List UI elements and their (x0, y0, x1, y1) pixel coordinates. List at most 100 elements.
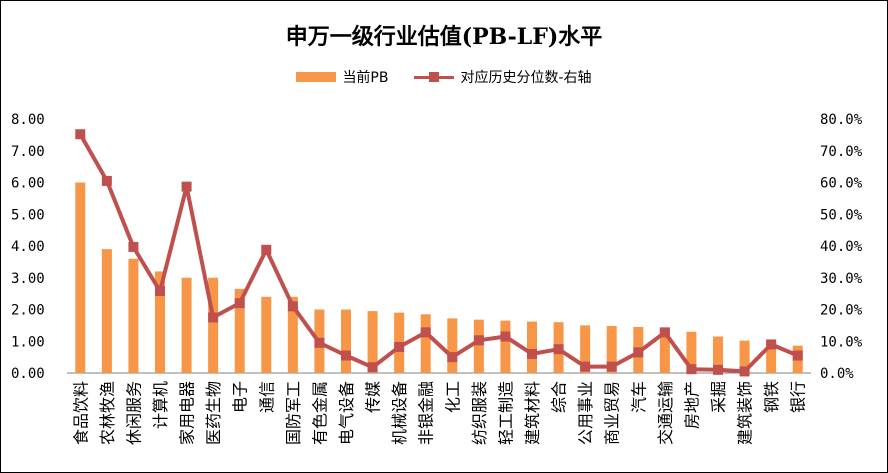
line-point-percentile (766, 339, 777, 350)
x-tick-label: 食品饮料 (71, 381, 90, 445)
y-right-tick-label: 80.0% (820, 112, 863, 128)
x-tick-label: 公用事业 (576, 381, 595, 445)
axes-group: 0.00 1.00 2.00 3.00 4.00 5.00 6.00 7.00 8.00 0.0%… (11, 112, 863, 382)
x-tick-label: 非银金融 (417, 381, 436, 445)
line-point-percentile (553, 344, 564, 355)
line-point-percentile (447, 352, 458, 363)
y-right-tick-label: 60.0% (820, 176, 863, 192)
y-right-tick-label: 50.0% (820, 207, 863, 223)
y-left-tick-label: 3.00 (11, 271, 45, 287)
bar-pb (341, 309, 351, 373)
x-tick-label: 农林牧渔 (98, 381, 117, 445)
x-tick-label: 综合 (550, 381, 569, 413)
line-point-percentile (713, 364, 723, 375)
legend-item-percentile: 对应历史分位数-右轴 (414, 67, 592, 87)
line-percentile (78, 133, 799, 374)
x-tick-label: 医药生物 (204, 381, 223, 445)
bar-pb (155, 271, 165, 373)
bars-group (75, 182, 803, 373)
x-tick-label: 国防军工 (284, 381, 303, 445)
bar-pb (420, 314, 431, 373)
y-left-tick-label: 5.00 (11, 207, 45, 223)
line-point-percentile (580, 361, 591, 372)
line-point-percentile (75, 129, 86, 140)
y-right-tick-label: 40.0% (820, 239, 863, 255)
x-tick-label: 休闲服务 (124, 381, 143, 445)
legend-swatch-line (414, 71, 455, 83)
legend-item-pb: 当前PB (296, 67, 388, 87)
bar-pb (606, 326, 617, 373)
legend-swatch-bar (296, 72, 337, 82)
bar-pb (500, 320, 511, 373)
bar-pb (234, 288, 245, 373)
bar-pb (287, 296, 298, 373)
bar-pb (128, 258, 139, 373)
bar-pb (473, 319, 484, 373)
x-tick-label: 轻工制造 (496, 381, 515, 445)
chart-title: 申万一级行业估值(PB-LF)水平 (285, 24, 603, 50)
line-point-percentile (261, 244, 272, 255)
line-point-percentile (500, 331, 511, 342)
x-tick-label: 通信 (257, 381, 276, 413)
x-tick-label: 家用电器 (178, 381, 197, 445)
line-group (75, 129, 803, 377)
bar-pb (261, 296, 272, 373)
y-right-tick-label: 10.0% (820, 334, 863, 350)
bar-pb (208, 277, 219, 373)
bar-pb (766, 341, 777, 373)
y-left-tick-label: 8.00 (11, 112, 45, 128)
line-point-percentile (527, 348, 537, 359)
bar-pb (447, 318, 458, 373)
bar-pb (527, 321, 537, 373)
line-point-percentile (155, 286, 165, 297)
bar-pb (181, 277, 192, 373)
x-labels-group: 食品饮料 农林牧渔 休闲服务 计算机 家用电器 医药生物 电子 通信 国防军工 有色金属 电气设备传… (71, 381, 807, 445)
x-tick-label: 机械设备 (390, 381, 409, 445)
y-right-tick-label: 70.0% (820, 144, 863, 160)
y-right-tick-label: 30.0% (820, 271, 863, 287)
x-tick-label: 电子 (231, 381, 250, 413)
line-point-percentile (686, 364, 697, 375)
line-point-percentile (792, 350, 803, 361)
line-point-percentile (659, 327, 670, 338)
x-tick-label: 商业贸易 (603, 381, 622, 445)
bar-pb (101, 249, 112, 373)
chart-legend: 当前PB 对应历史分位数-右轴 (1, 67, 887, 87)
line-point-percentile (234, 298, 245, 309)
line-point-percentile (128, 241, 139, 252)
bar-pb (739, 340, 750, 373)
bar-pb (686, 331, 697, 373)
x-tick-label: 传媒 (364, 381, 383, 413)
line-point-percentile (473, 335, 484, 346)
x-tick-label: 建筑装饰 (736, 381, 755, 445)
line-point-percentile (101, 175, 112, 186)
x-tick-label: 纺织服装 (470, 381, 489, 445)
x-tick-label: 采掘 (709, 381, 728, 413)
y-right-tick-label: 0.0% (820, 366, 854, 382)
x-tick-label: 有色金属 (310, 381, 329, 445)
x-tick-label: 电气设备 (337, 381, 356, 445)
bar-pb (367, 311, 378, 373)
line-point-percentile (287, 301, 298, 312)
y-left-tick-label: 2.00 (11, 303, 45, 319)
y-left-tick-label: 7.00 (11, 144, 45, 160)
x-tick-label: 计算机 (151, 381, 170, 429)
line-point-percentile (606, 361, 617, 372)
line-point-percentile (208, 312, 219, 323)
x-tick-label: 建筑材料 (523, 381, 542, 445)
bar-pb (713, 336, 723, 373)
bar-pb (659, 327, 670, 373)
legend-label-percentile: 对应历史分位数-右轴 (460, 70, 592, 86)
line-point-percentile (394, 341, 405, 352)
x-tick-label: 钢铁 (762, 381, 781, 413)
y-right-tick-label: 20.0% (820, 303, 863, 319)
line-point-percentile (367, 362, 378, 373)
x-tick-label: 化工 (443, 381, 462, 413)
bar-pb (75, 182, 86, 373)
y-left-tick-label: 6.00 (11, 176, 45, 192)
y-left-tick-label: 4.00 (11, 239, 45, 255)
line-point-percentile (633, 347, 644, 358)
y-left-tick-label: 0.00 (11, 366, 45, 382)
